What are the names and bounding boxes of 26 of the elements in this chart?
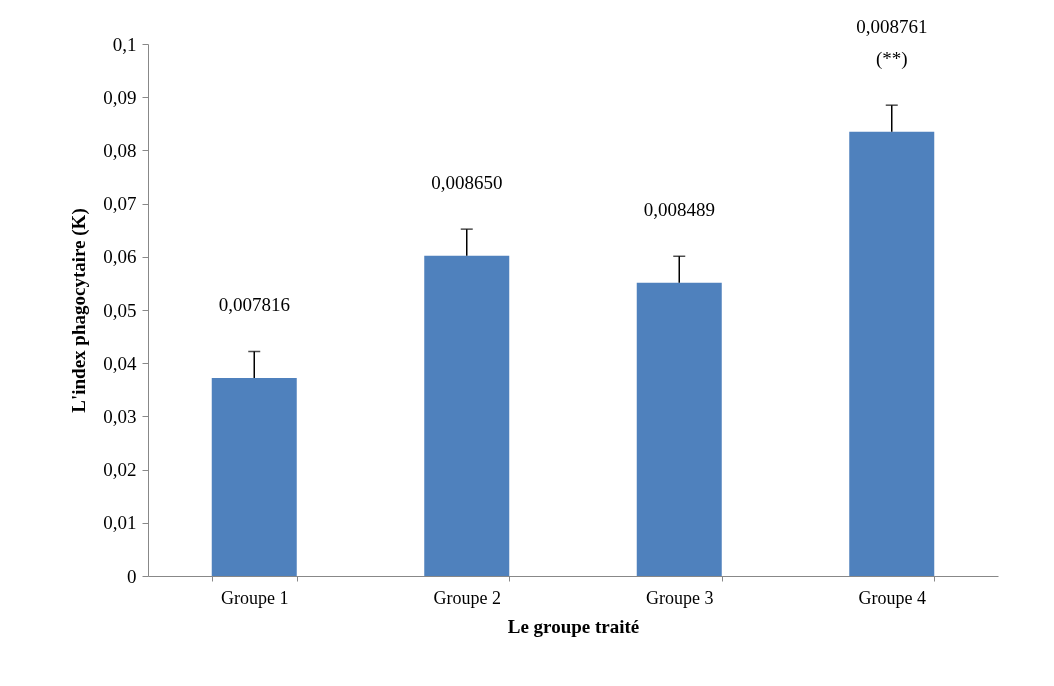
y-tick-label: 0: [127, 565, 137, 587]
x-tick-label: Groupe 1: [221, 587, 289, 608]
annotation: 0,008489: [643, 199, 715, 221]
y-tick-label: 0,08: [103, 139, 137, 161]
bar: [424, 255, 510, 576]
x-axis-title: Le groupe traité: [507, 615, 640, 637]
y-tick-label: 0,04: [103, 352, 137, 374]
y-tick-label: 0,06: [103, 246, 137, 268]
text: 0,008761: [856, 16, 928, 38]
annotation: (**): [875, 48, 908, 71]
y-tick-label: 0,05: [103, 299, 137, 321]
x-tick-label: Groupe 3: [646, 587, 714, 608]
bar: [849, 131, 935, 576]
y-axis-title: L'index phagocytaire (K): [68, 208, 91, 413]
y-tick-label: 0,1: [112, 33, 137, 55]
y-tick-label: 0,03: [103, 405, 137, 427]
annotation: 0,008650: [431, 172, 503, 194]
x-tick-label: Groupe 4: [858, 587, 926, 608]
y-tick-label: 0,07: [103, 193, 137, 215]
bar: [211, 378, 297, 576]
y-tick-label: 0,01: [103, 512, 137, 534]
y-tick-label: 0,09: [103, 86, 137, 108]
bar: [636, 282, 722, 576]
y-tick-label: 0,02: [103, 459, 137, 481]
annotation: 0,007816: [218, 294, 290, 316]
x-tick-label: Groupe 2: [433, 587, 501, 608]
